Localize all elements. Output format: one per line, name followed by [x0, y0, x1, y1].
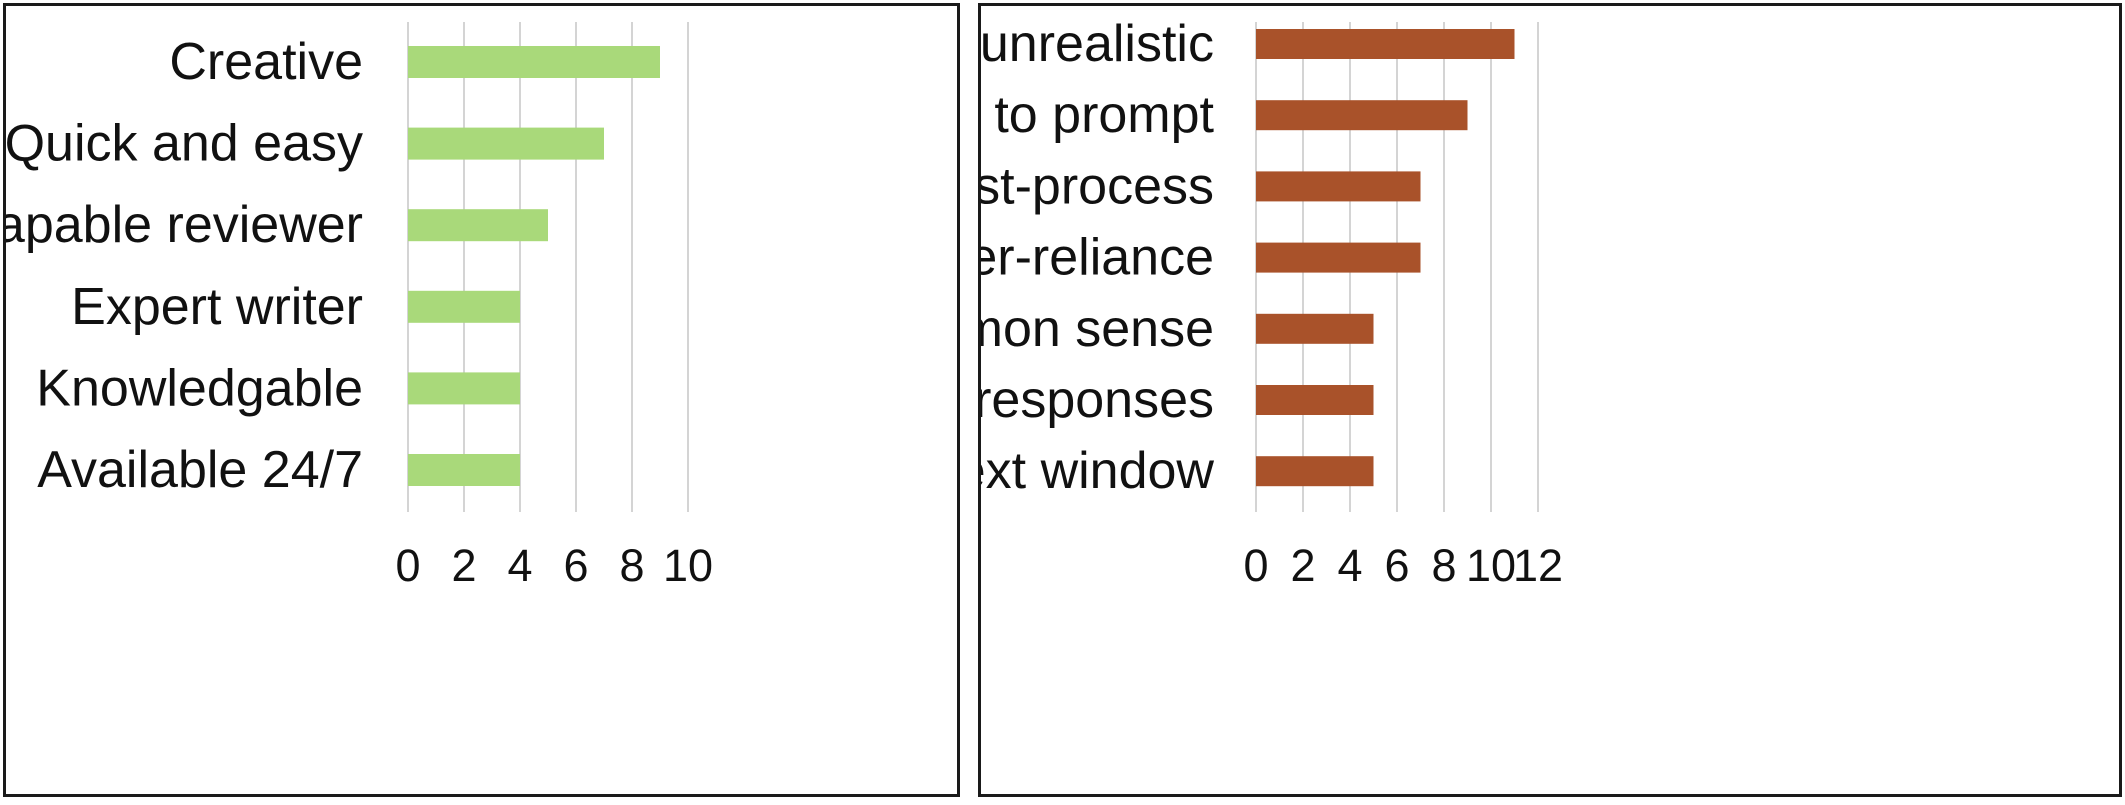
- right-bar: [1256, 100, 1468, 131]
- left-bar: [408, 290, 520, 323]
- right-category-label: Tedious to prompt: [981, 86, 1215, 144]
- left-category-label: Expert writer: [71, 278, 363, 336]
- right-x-tick-label: 0: [1243, 540, 1268, 591]
- right-x-tick-label: 6: [1384, 540, 1409, 591]
- right-category-label: Limited context window: [981, 442, 1214, 500]
- right-x-tick-label: 2: [1290, 540, 1315, 591]
- left-x-tick-label: 8: [619, 540, 644, 591]
- left-bar: [408, 46, 660, 78]
- right-x-tick-label: 12: [1513, 540, 1563, 591]
- right-x-tick-label: 8: [1431, 540, 1456, 591]
- right-bar: [1256, 29, 1515, 59]
- left-x-tick-label: 4: [507, 540, 532, 591]
- left-bar: [408, 372, 520, 405]
- left-x-tick-label: 0: [395, 540, 420, 591]
- right-bar: [1256, 456, 1374, 487]
- left-bar: [408, 209, 548, 242]
- left-x-tick-label: 2: [451, 540, 476, 591]
- right-category-label: Lacks common sense: [981, 300, 1214, 358]
- left-category-label: Available 24/7: [37, 441, 363, 499]
- left-category-label: Capable reviewer: [6, 196, 363, 254]
- left-bar: [408, 454, 520, 486]
- right-bar: [1256, 171, 1421, 202]
- right-category-label: Bad at long responses: [981, 371, 1214, 429]
- left-x-tick-label: 6: [563, 540, 588, 591]
- right-category-label: Generic and unrealistic: [981, 15, 1214, 73]
- right-x-tick-label: 10: [1466, 540, 1516, 591]
- right-category-label: Leads to over-reliance: [981, 229, 1214, 287]
- left-x-tick-label: 10: [663, 540, 713, 591]
- right-bar: [1256, 313, 1374, 344]
- left-category-label: Knowledgable: [36, 359, 363, 417]
- right-x-tick-label: 4: [1337, 540, 1362, 591]
- left-bar: [408, 127, 604, 160]
- left-category-label: Quick and easy: [6, 115, 363, 173]
- right-bar: [1256, 242, 1421, 273]
- right-bar: [1256, 385, 1374, 415]
- right-category-label: Tedious to post-process: [981, 157, 1214, 215]
- left-category-label: Creative: [169, 33, 363, 91]
